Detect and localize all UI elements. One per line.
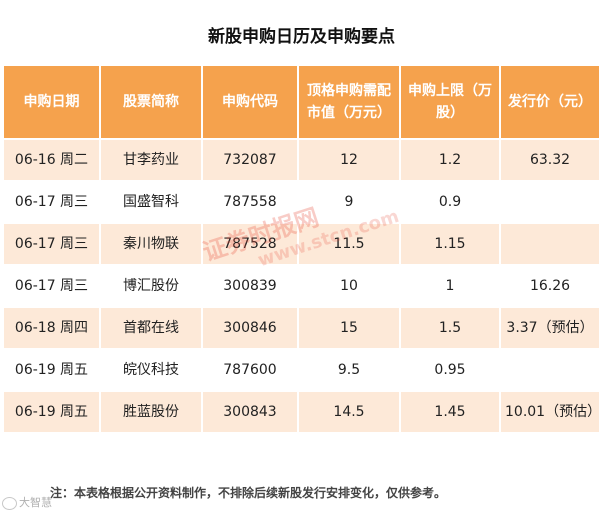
cell-limit: 1.45 bbox=[399, 390, 501, 434]
cell-date: 06-17 周三 bbox=[2, 222, 101, 266]
cell-limit: 0.95 bbox=[399, 348, 501, 392]
cell-limit: 1.15 bbox=[399, 222, 501, 266]
cell-date: 06-18 周四 bbox=[2, 306, 101, 350]
table-row: 06-16 周二 甘李药业 732087 12 1.2 63.32 bbox=[2, 138, 601, 182]
cell-code: 300843 bbox=[201, 390, 299, 434]
cell-price: 10.01（预估） bbox=[499, 390, 601, 434]
table-row: 06-17 周三 秦川物联 787528 11.5 1.15 bbox=[2, 222, 601, 266]
cell-market-value: 12 bbox=[297, 138, 401, 182]
cell-code: 300839 bbox=[201, 264, 299, 308]
table-title: 新股申购日历及申购要点 bbox=[208, 27, 395, 47]
cell-market-value: 15 bbox=[297, 306, 401, 350]
cell-limit: 1 bbox=[399, 264, 501, 308]
cell-date: 06-16 周二 bbox=[2, 138, 101, 182]
cell-limit: 1.5 bbox=[399, 306, 501, 350]
table-row: 06-18 周四 首都在线 300846 15 1.5 3.37（预估） bbox=[2, 306, 601, 350]
header-market-value: 顶格申购需配市值（万元） bbox=[297, 64, 401, 140]
cell-date: 06-17 周三 bbox=[2, 264, 101, 308]
cell-price: 3.37（预估） bbox=[499, 306, 601, 350]
cell-limit: 0.9 bbox=[399, 180, 501, 224]
table-header-row: 申购日期 股票简称 申购代码 顶格申购需配市值（万元） 申购上限（万股） 发行价… bbox=[2, 64, 601, 140]
header-price: 发行价（元） bbox=[499, 64, 601, 140]
table-row: 06-17 周三 国盛智科 787558 9 0.9 bbox=[2, 180, 601, 224]
ipo-calendar-table: 申购日期 股票简称 申购代码 顶格申购需配市值（万元） 申购上限（万股） 发行价… bbox=[2, 64, 601, 434]
cell-price bbox=[499, 180, 601, 224]
cell-name: 胜蓝股份 bbox=[99, 390, 203, 434]
header-date: 申购日期 bbox=[2, 64, 101, 140]
cell-code: 787600 bbox=[201, 348, 299, 392]
source-logo-text: 大智慧 bbox=[19, 496, 52, 509]
cell-name: 秦川物联 bbox=[99, 222, 203, 266]
cell-name: 国盛智科 bbox=[99, 180, 203, 224]
cell-price bbox=[499, 348, 601, 392]
cell-market-value: 11.5 bbox=[297, 222, 401, 266]
source-logo: 大智慧 bbox=[2, 494, 52, 510]
cell-price bbox=[499, 222, 601, 266]
header-code: 申购代码 bbox=[201, 64, 299, 140]
footnote: 注：本表格根据公开资料制作，不排除后续新股发行安排变化，仅供参考。 bbox=[50, 486, 447, 500]
cell-price: 63.32 bbox=[499, 138, 601, 182]
cell-price: 16.26 bbox=[499, 264, 601, 308]
cell-name: 皖仪科技 bbox=[99, 348, 203, 392]
header-name: 股票简称 bbox=[99, 64, 203, 140]
cell-market-value: 14.5 bbox=[297, 390, 401, 434]
table-row: 06-17 周三 博汇股份 300839 10 1 16.26 bbox=[2, 264, 601, 308]
cell-date: 06-19 周五 bbox=[2, 390, 101, 434]
table-row: 06-19 周五 胜蓝股份 300843 14.5 1.45 10.01（预估） bbox=[2, 390, 601, 434]
weibo-icon bbox=[2, 496, 17, 510]
cell-market-value: 9 bbox=[297, 180, 401, 224]
cell-name: 甘李药业 bbox=[99, 138, 203, 182]
cell-name: 首都在线 bbox=[99, 306, 203, 350]
cell-code: 300846 bbox=[201, 306, 299, 350]
cell-market-value: 10 bbox=[297, 264, 401, 308]
cell-code: 732087 bbox=[201, 138, 299, 182]
cell-limit: 1.2 bbox=[399, 138, 501, 182]
header-limit: 申购上限（万股） bbox=[399, 64, 501, 140]
cell-code: 787528 bbox=[201, 222, 299, 266]
table-row: 06-19 周五 皖仪科技 787600 9.5 0.95 bbox=[2, 348, 601, 392]
cell-date: 06-17 周三 bbox=[2, 180, 101, 224]
cell-market-value: 9.5 bbox=[297, 348, 401, 392]
cell-code: 787558 bbox=[201, 180, 299, 224]
cell-name: 博汇股份 bbox=[99, 264, 203, 308]
cell-date: 06-19 周五 bbox=[2, 348, 101, 392]
